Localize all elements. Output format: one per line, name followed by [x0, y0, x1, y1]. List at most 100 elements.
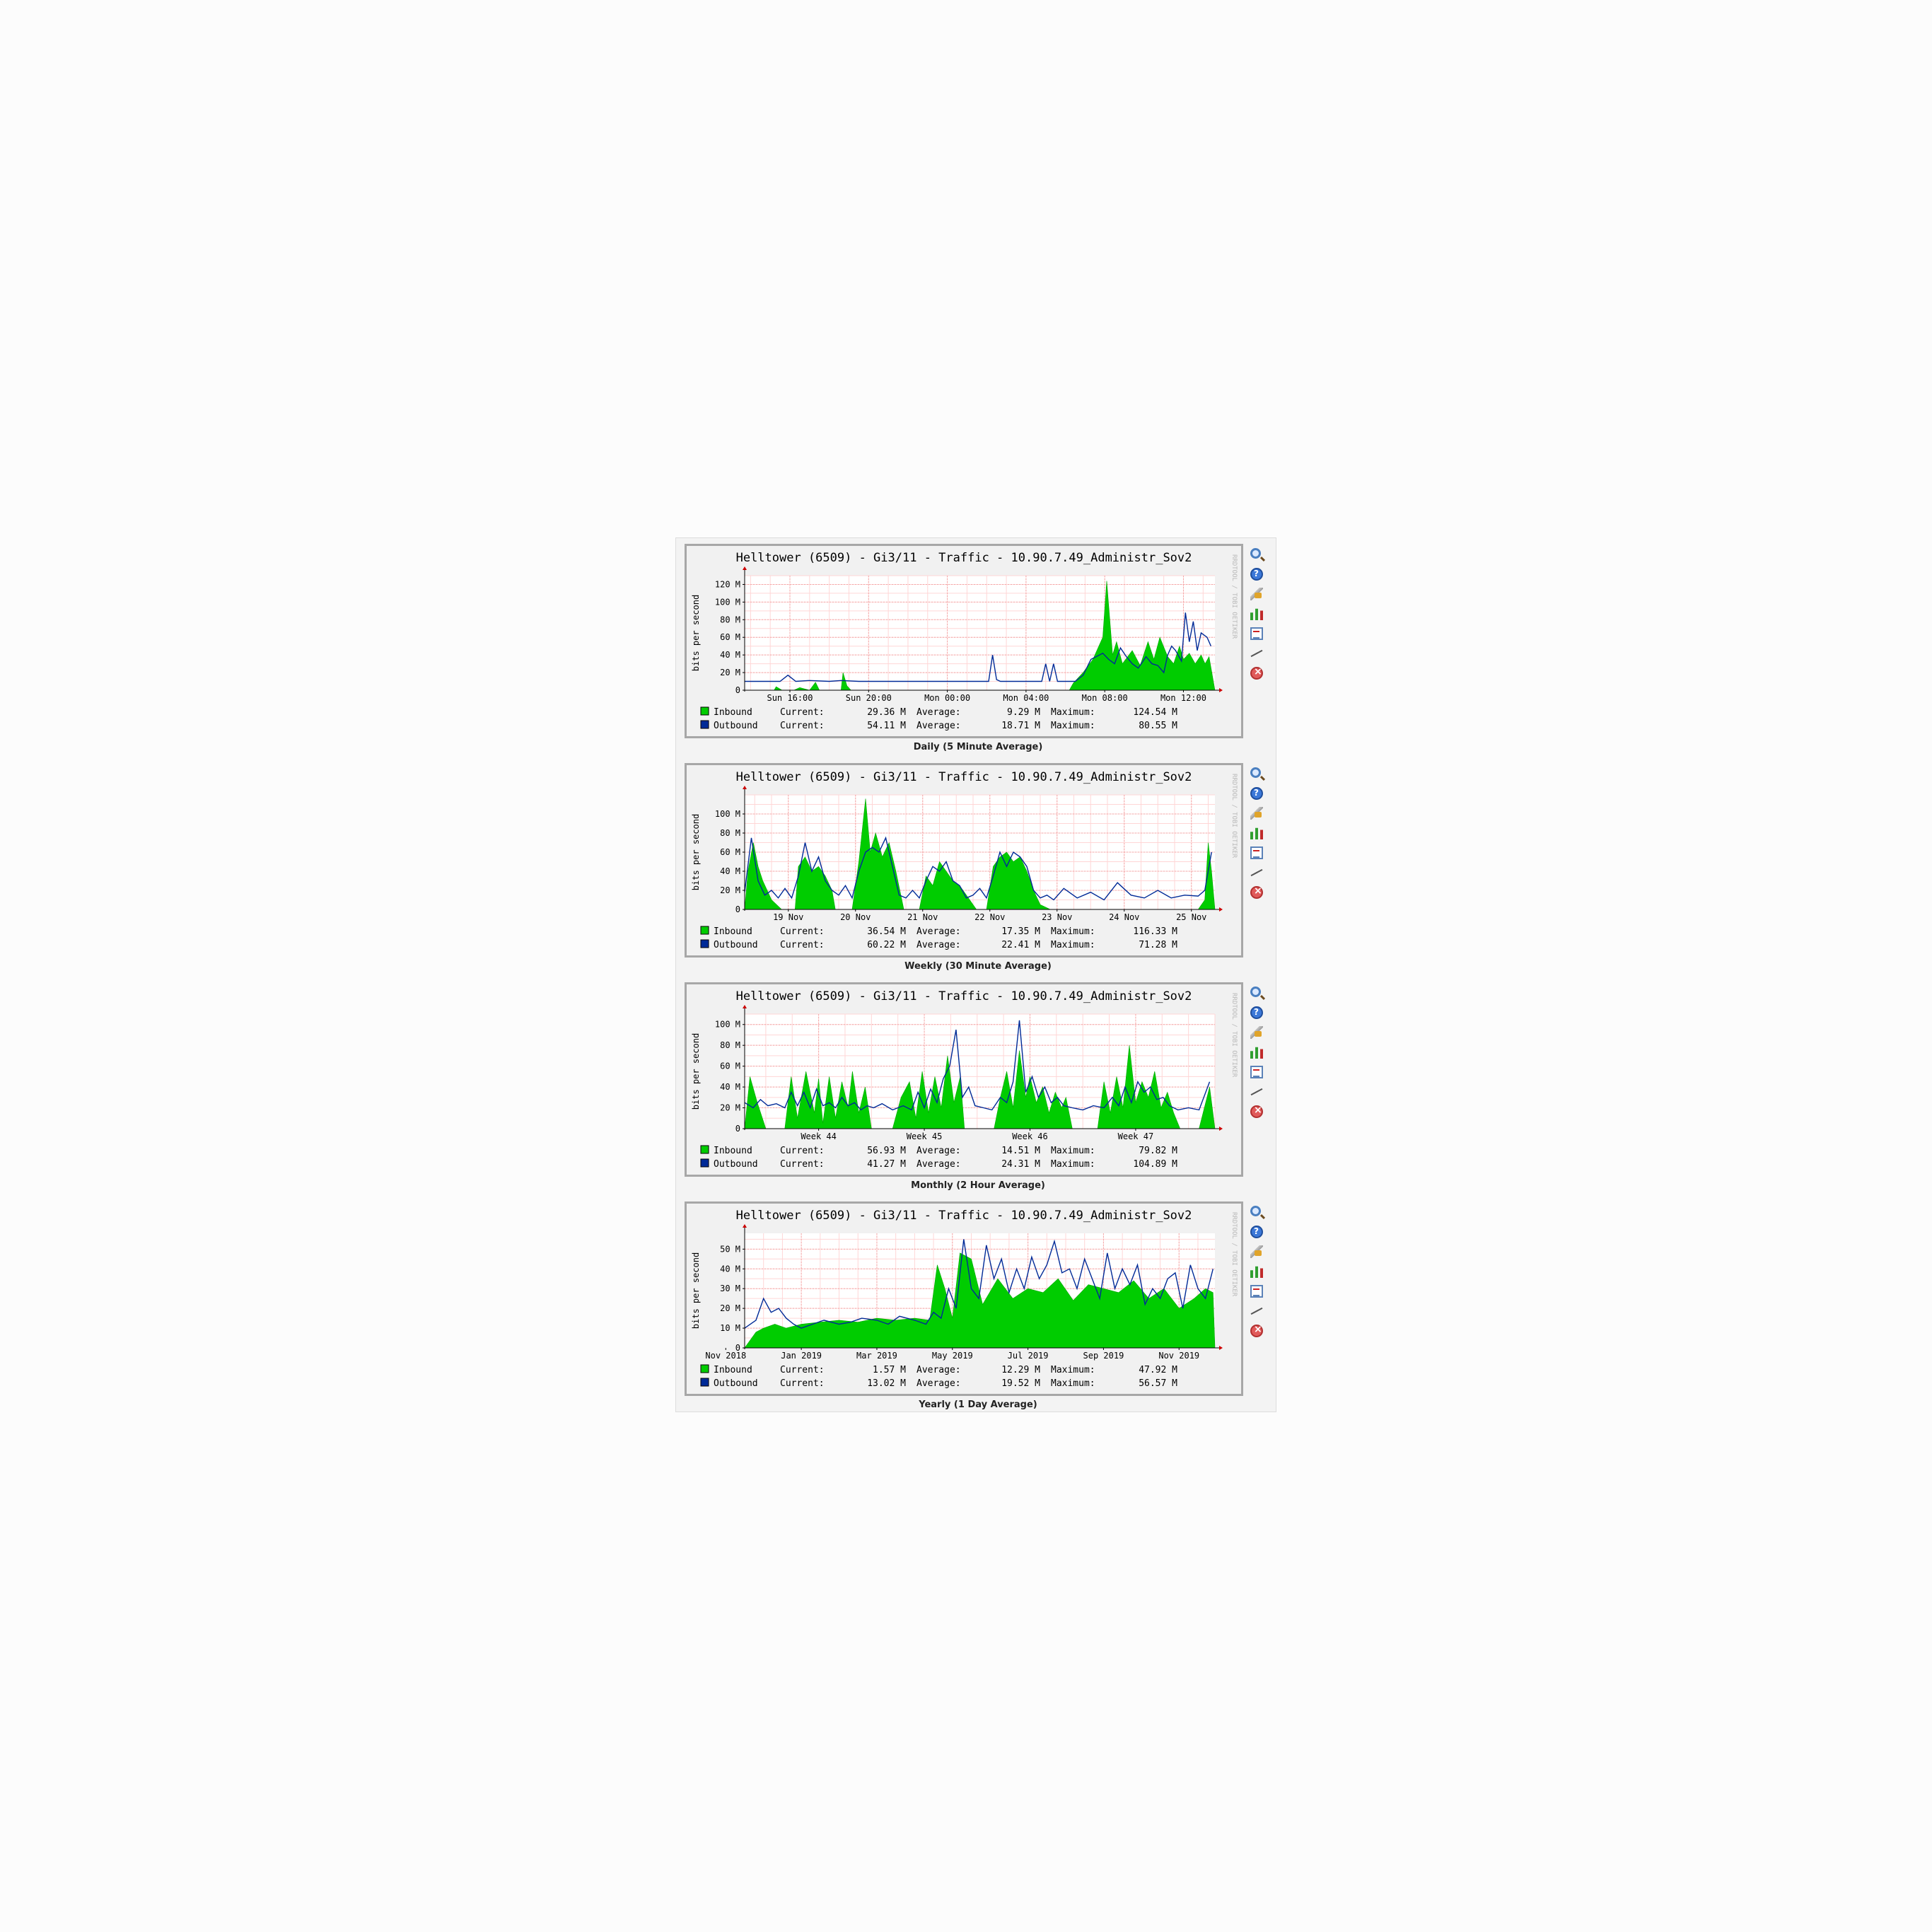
delete-icon[interactable] [1250, 885, 1263, 899]
legend-average-value: 14.51 M [1001, 1146, 1040, 1156]
zoom-icon[interactable] [1250, 548, 1261, 559]
legend-average-label: Average: [916, 926, 961, 937]
x-tick-label: 21 Nov [907, 912, 938, 922]
legend-maximum-value: 71.28 M [1139, 940, 1177, 950]
graph-image[interactable]: 0 20 M 40 M 60 M 80 M 100 M 19 Nov 20 Nov 21 Nov… [685, 763, 1243, 958]
y-tick-label: 100 M [715, 597, 740, 607]
outbound-swatch [700, 939, 709, 948]
info-icon[interactable] [1250, 787, 1263, 800]
line-chart-icon[interactable] [1250, 647, 1263, 660]
graph-title: Helltower (6509) - Gi3/11 - Traffic - 10… [736, 551, 1192, 565]
graph-image[interactable]: 0 20 M 40 M 60 M 80 M 100 M Week 44 Week 45 Week… [685, 982, 1243, 1177]
zoom-icon[interactable] [1250, 767, 1261, 778]
delete-icon[interactable] [1250, 1105, 1263, 1118]
y-tick-label: 20 M [720, 1303, 740, 1313]
bar-chart-icon[interactable] [1250, 827, 1263, 839]
period-caption: Monthly (2 Hour Average) [911, 1180, 1045, 1191]
x-tick-label: 22 Nov [974, 912, 1005, 922]
rrdtool-watermark: RRDTOOL / TOBI OETIKER [1230, 554, 1238, 639]
legend-maximum-label: Maximum: [1051, 1365, 1095, 1375]
period-caption: Yearly (1 Day Average) [919, 1399, 1037, 1410]
info-icon[interactable] [1250, 568, 1263, 581]
legend-maximum-value: 116.33 M [1133, 926, 1177, 937]
outbound-line [744, 836, 1212, 901]
bar-chart-icon[interactable] [1250, 1047, 1263, 1059]
period-caption: Weekly (30 Minute Average) [904, 961, 1052, 972]
legend-maximum-label: Maximum: [1051, 1159, 1095, 1170]
info-icon[interactable] [1250, 1006, 1263, 1019]
graph-tools [1243, 985, 1269, 1127]
x-tick-label: Mon 08:00 [1082, 693, 1128, 703]
legend-average-label: Average: [916, 1365, 961, 1375]
y-tick-label: 100 M [715, 1020, 740, 1030]
bar-chart-icon[interactable] [1250, 1266, 1263, 1278]
x-tick-label: Mon 04:00 [1003, 693, 1049, 703]
y-axis-label: bits per second [691, 1252, 701, 1329]
x-tick-label: 20 Nov [840, 912, 871, 922]
document-icon[interactable] [1250, 1066, 1263, 1078]
legend-average-value: 12.29 M [1001, 1365, 1040, 1375]
y-tick-label: 20 M [720, 1103, 740, 1113]
graph-tools [1243, 766, 1269, 907]
wrench-icon[interactable] [1250, 1245, 1263, 1258]
y-axis-arrow [743, 1005, 747, 1008]
legend-current-label: Current: [780, 1159, 825, 1170]
document-icon[interactable] [1250, 846, 1263, 859]
wrench-icon[interactable] [1250, 807, 1263, 820]
info-icon[interactable] [1250, 1226, 1263, 1238]
legend-series-name: Outbound [714, 1159, 758, 1170]
y-tick-label: 100 M [715, 809, 740, 819]
zoom-icon[interactable] [1250, 1206, 1261, 1216]
zoom-icon[interactable] [1250, 987, 1261, 997]
wrench-icon[interactable] [1250, 1026, 1263, 1039]
y-tick-label: 60 M [720, 847, 740, 857]
legend-series-name: Outbound [714, 721, 758, 731]
bar-chart-icon[interactable] [1250, 608, 1263, 620]
graph-title: Helltower (6509) - Gi3/11 - Traffic - 10… [736, 989, 1192, 1003]
legend-current-value: 36.54 M [867, 926, 906, 937]
line-chart-icon[interactable] [1250, 866, 1263, 879]
outbound-line [744, 1239, 1214, 1329]
delete-icon[interactable] [1250, 666, 1263, 680]
inbound-area [745, 581, 1216, 691]
graph-image[interactable]: 0 10 M 20 M 30 M 40 M 50 M Nov 2018 Jan 2019 Mar… [685, 1201, 1243, 1396]
legend-current-value: 1.57 M [873, 1365, 906, 1375]
legend-maximum-value: 80.55 M [1139, 721, 1177, 731]
legend-maximum-value: 79.82 M [1139, 1146, 1177, 1156]
legend-current-label: Current: [780, 926, 825, 937]
graph-title: Helltower (6509) - Gi3/11 - Traffic - 10… [736, 1209, 1192, 1223]
delete-icon[interactable] [1250, 1324, 1263, 1337]
outbound-line [744, 1020, 1211, 1111]
legend-series-name: Inbound [714, 1365, 752, 1375]
legend-series-name: Inbound [714, 707, 752, 718]
legend-current-value: 60.22 M [867, 940, 906, 950]
legend-average-value: 17.35 M [1001, 926, 1040, 937]
y-tick-label: 80 M [720, 615, 740, 624]
graph-title: Helltower (6509) - Gi3/11 - Traffic - 10… [736, 770, 1192, 784]
x-axis-arrow [1219, 907, 1223, 912]
legend-current-label: Current: [780, 707, 825, 718]
graph-tools [1243, 547, 1269, 688]
x-tick-label: Mon 12:00 [1160, 693, 1206, 703]
y-axis-arrow [743, 786, 747, 789]
wrench-icon[interactable] [1250, 588, 1263, 600]
document-icon[interactable] [1250, 1285, 1263, 1298]
x-tick-label: Mon 00:00 [924, 693, 970, 703]
document-icon[interactable] [1250, 627, 1263, 640]
x-tick-label: Sun 20:00 [846, 693, 892, 703]
graph-block: 0 20 M 40 M 60 M 80 M 100 M Week 44 Week 45 Week… [685, 982, 1271, 1198]
legend-maximum-label: Maximum: [1051, 926, 1095, 937]
line-chart-icon[interactable] [1250, 1086, 1263, 1098]
x-tick-label: Mar 2019 [856, 1351, 897, 1361]
legend-current-value: 54.11 M [867, 721, 906, 731]
legend-current-label: Current: [780, 940, 825, 950]
graph-image[interactable]: 0 20 M 40 M 60 M 80 M 100 M 120 M Sun 16:00 Sun … [685, 544, 1243, 738]
y-tick-label: 0 [735, 904, 740, 914]
x-tick-label: May 2019 [932, 1351, 973, 1361]
line-chart-icon[interactable] [1250, 1305, 1263, 1317]
y-tick-label: 20 M [720, 885, 740, 895]
x-tick-label: 23 Nov [1042, 912, 1072, 922]
legend-current-value: 13.02 M [867, 1378, 906, 1389]
rrdtool-watermark: RRDTOOL / TOBI OETIKER [1230, 774, 1238, 859]
legend-average-value: 24.31 M [1001, 1159, 1040, 1170]
